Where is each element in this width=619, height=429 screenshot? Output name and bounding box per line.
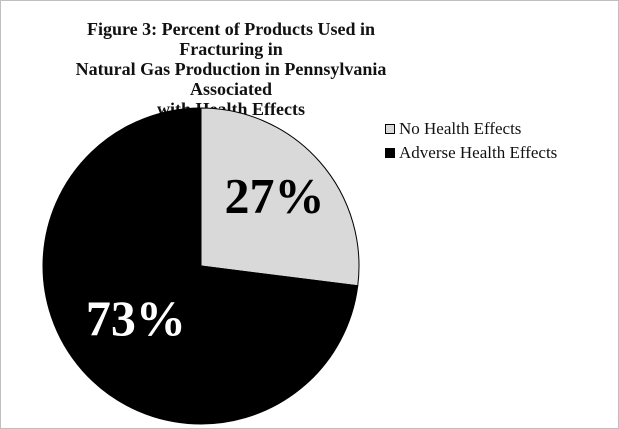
pie-slice-no-health-effects xyxy=(200,107,360,287)
legend: No Health Effects Adverse Health Effects xyxy=(385,117,557,165)
slice-label-adverse-health-effects: 73% xyxy=(86,290,186,346)
legend-label-adverse-health-effects: Adverse Health Effects xyxy=(399,143,558,162)
legend-item-no-health-effects: No Health Effects xyxy=(385,117,557,141)
legend-swatch-no-health-effects xyxy=(385,124,395,134)
chart-title: Figure 3: Percent of Products Used in Fr… xyxy=(75,19,387,119)
legend-swatch-adverse-health-effects xyxy=(385,148,395,158)
legend-item-adverse-health-effects: Adverse Health Effects xyxy=(385,141,557,165)
pie-slice-adverse-health-effects xyxy=(42,107,359,425)
legend-label-no-health-effects: No Health Effects xyxy=(399,119,522,138)
slice-label-no-health-effects: 27% xyxy=(224,168,324,224)
